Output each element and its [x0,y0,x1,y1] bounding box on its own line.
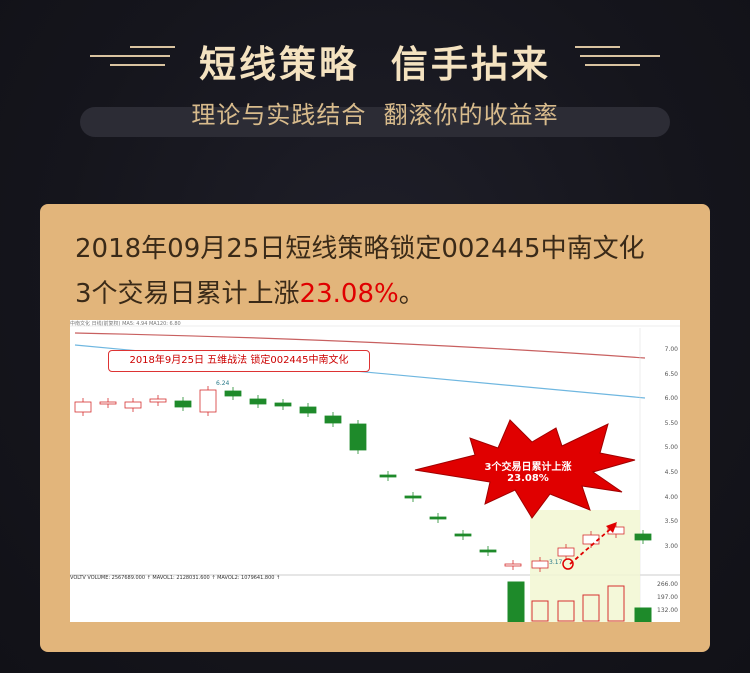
case-line-2-suffix: 。 [398,279,425,309]
candle [249,398,267,405]
volume-bar [557,600,575,622]
trend-arrow [569,524,616,565]
candle [299,406,317,414]
candle [349,423,367,451]
gain-burst-label: 3个交易日累计上涨23.08% [484,462,572,484]
case-percent: 23.08% [299,279,399,309]
case-line-2: 3个交易日累计上涨23.08%。 [75,273,425,310]
chart-header: 中南文化 日线(前复权) MA5: 4.94 MA120: 6.80 [70,321,181,327]
case-line-2-prefix: 3个交易日累计上涨 [75,279,300,309]
buy-point-circle [562,558,574,570]
candle [174,400,192,408]
candle [634,533,652,541]
candle [379,474,397,478]
candle [99,401,117,405]
candle [74,401,92,413]
volume-bar [634,607,652,622]
volume-bar [507,581,525,622]
candle [429,516,447,520]
page-subtitle: 理论与实践结合 翻滚你的收益率 [191,101,559,129]
candle [149,398,167,403]
strategy-callout: 2018年9月25日 五维战法 锁定002445中南文化 [108,350,370,372]
candle [504,563,522,567]
candle [531,560,549,569]
burst-star [414,419,636,519]
price-axis-tick: 5.50 [664,419,678,427]
volume-bar [582,594,600,622]
price-axis-tick: 3.50 [664,518,678,526]
candle [199,389,217,413]
candle [404,495,422,499]
price-axis-tick: 4.50 [664,469,678,476]
price-axis-tick: 5.00 [664,444,678,452]
volume-bar [531,600,549,622]
candle [124,401,142,409]
candle [224,390,242,397]
price-axis-tick: 3.00 [664,542,678,550]
volume-header: VOLTV VOLUME: 2567689.000 ↑ MAVOL1: 2128… [70,575,281,581]
candle [274,402,292,407]
ma-red-line [74,332,646,359]
volume-axis-tick: 266.00 [657,581,678,588]
page-title: 短线策略 信手拈来 [199,43,551,86]
trend-arrow-head [606,522,617,533]
candle [324,415,342,424]
title-deco-right-3 [585,64,640,66]
candle [479,549,497,553]
volume-axis-tick: 197.00 [657,594,678,601]
price-axis-tick: 6.50 [664,370,678,378]
title-deco-right-1 [580,55,660,57]
price-axis-tick: 7.00 [664,346,678,353]
title-deco-right-2 [575,46,620,48]
low-price-label: 3.17 [549,559,563,566]
title-deco-left-3 [110,64,165,66]
candle [454,533,472,537]
volume-axis-tick: 132.00 [657,607,678,614]
price-axis-tick: 4.00 [664,493,678,501]
price-axis-tick: 6.00 [664,395,678,403]
subtitle-pill [80,107,670,137]
kline-chart-screenshot: 中南文化 日线(前复权) MA5: 4.94 MA120: 6.80 2018年… [70,320,680,622]
volume-bar [607,585,625,622]
case-line-1: 2018年09月25日短线策略锁定002445中南文化 [75,234,645,264]
candle [557,547,575,557]
title-deco-left-1 [90,55,170,57]
high-price-label: 6.24 [216,380,230,387]
candle [582,534,600,545]
title-deco-left-2 [130,46,175,48]
